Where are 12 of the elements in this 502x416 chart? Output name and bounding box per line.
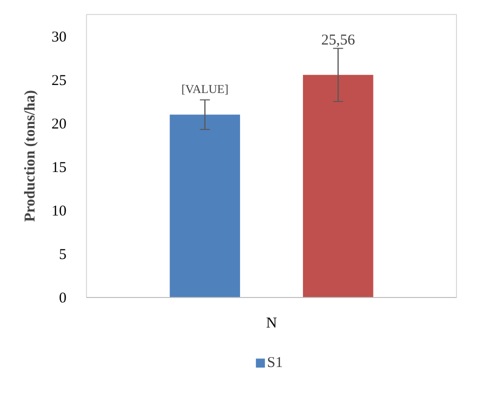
y-tick-label: 0 (59, 290, 66, 306)
y-tick-label: 30 (52, 29, 66, 46)
legend-label: S1 (267, 355, 283, 372)
data-label: [VALUE] (181, 82, 228, 96)
y-tick-label: 25 (52, 72, 66, 89)
y-tick-label: 5 (59, 246, 66, 263)
y-tick-label: 15 (52, 160, 66, 176)
y-tick-label: 10 (52, 203, 66, 220)
data-label: 25,56 (321, 32, 356, 48)
x-tick-label: N (266, 316, 278, 332)
y-tick-label: 20 (52, 116, 66, 132)
y-axis-title: Production (tons/ha) (22, 90, 38, 222)
